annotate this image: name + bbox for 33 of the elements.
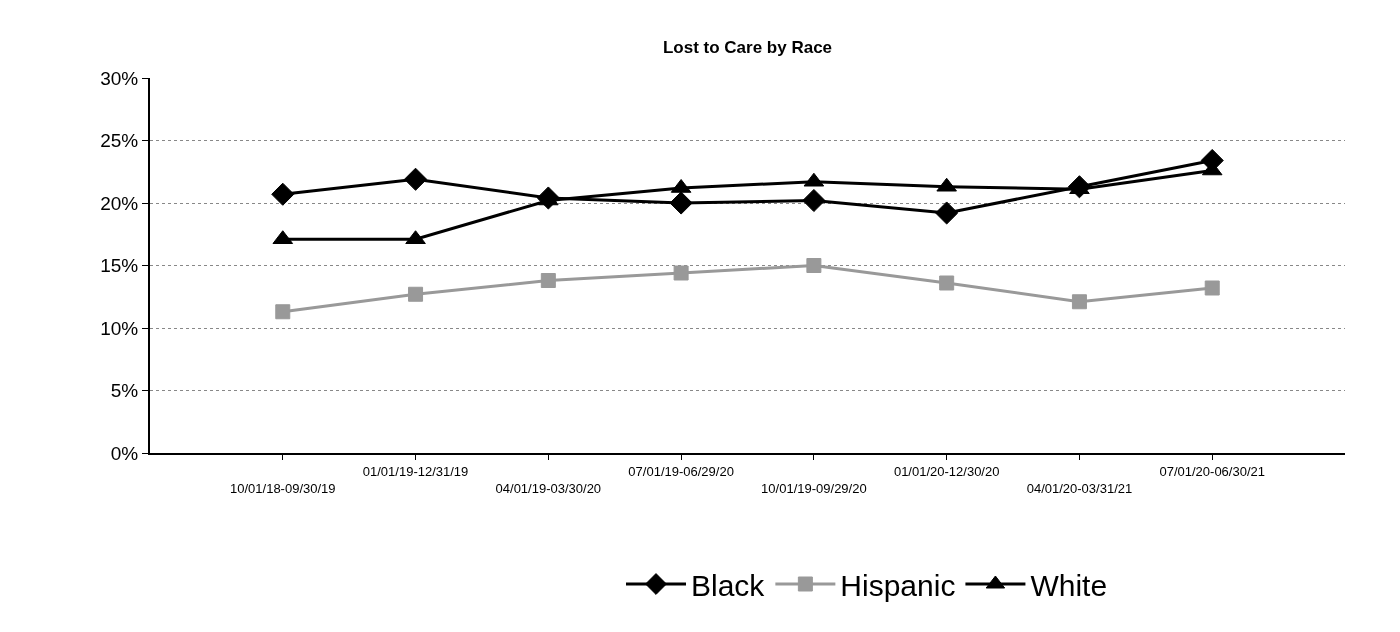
y-tick-label: 5% (110, 380, 139, 402)
point (802, 188, 826, 213)
x-tick-label: 01/01/20-12/30/20 (893, 463, 1000, 479)
point (673, 265, 689, 281)
x-tick-label: 01/01/19-12/31/19 (362, 463, 469, 479)
y-tick-label: 25% (100, 130, 139, 152)
x-tick-label: 04/01/19-03/30/20 (495, 480, 602, 496)
point (1204, 280, 1220, 296)
point (669, 191, 693, 215)
legend-label: White (1030, 568, 1108, 602)
x-tick-label: 10/01/19-09/29/20 (761, 480, 867, 496)
legend-label: Hispanic (840, 568, 956, 602)
point (1071, 294, 1087, 310)
point (939, 275, 955, 291)
point (540, 273, 556, 288)
point (806, 258, 822, 273)
point (275, 304, 291, 320)
x-tick-label: 07/01/20-06/30/21 (1159, 463, 1265, 479)
point (404, 167, 428, 191)
y-tick-label: 15% (100, 255, 139, 277)
y-tick-label: 30% (100, 67, 139, 89)
legend-label: Black (691, 568, 766, 602)
point (408, 286, 424, 302)
point (271, 182, 295, 206)
x-tick-label: 07/01/19-06/29/20 (628, 463, 734, 479)
point (936, 177, 957, 192)
point (935, 201, 959, 225)
y-tick-label: 10% (100, 317, 139, 339)
y-tick-label: 0% (110, 442, 139, 464)
y-tick-label: 20% (100, 192, 139, 214)
x-tick-label: 10/01/18-09/30/19 (230, 480, 336, 496)
x-tick-label: 04/01/20-03/31/21 (1026, 480, 1133, 496)
chart-title: Lost to Care by Race (662, 37, 833, 57)
